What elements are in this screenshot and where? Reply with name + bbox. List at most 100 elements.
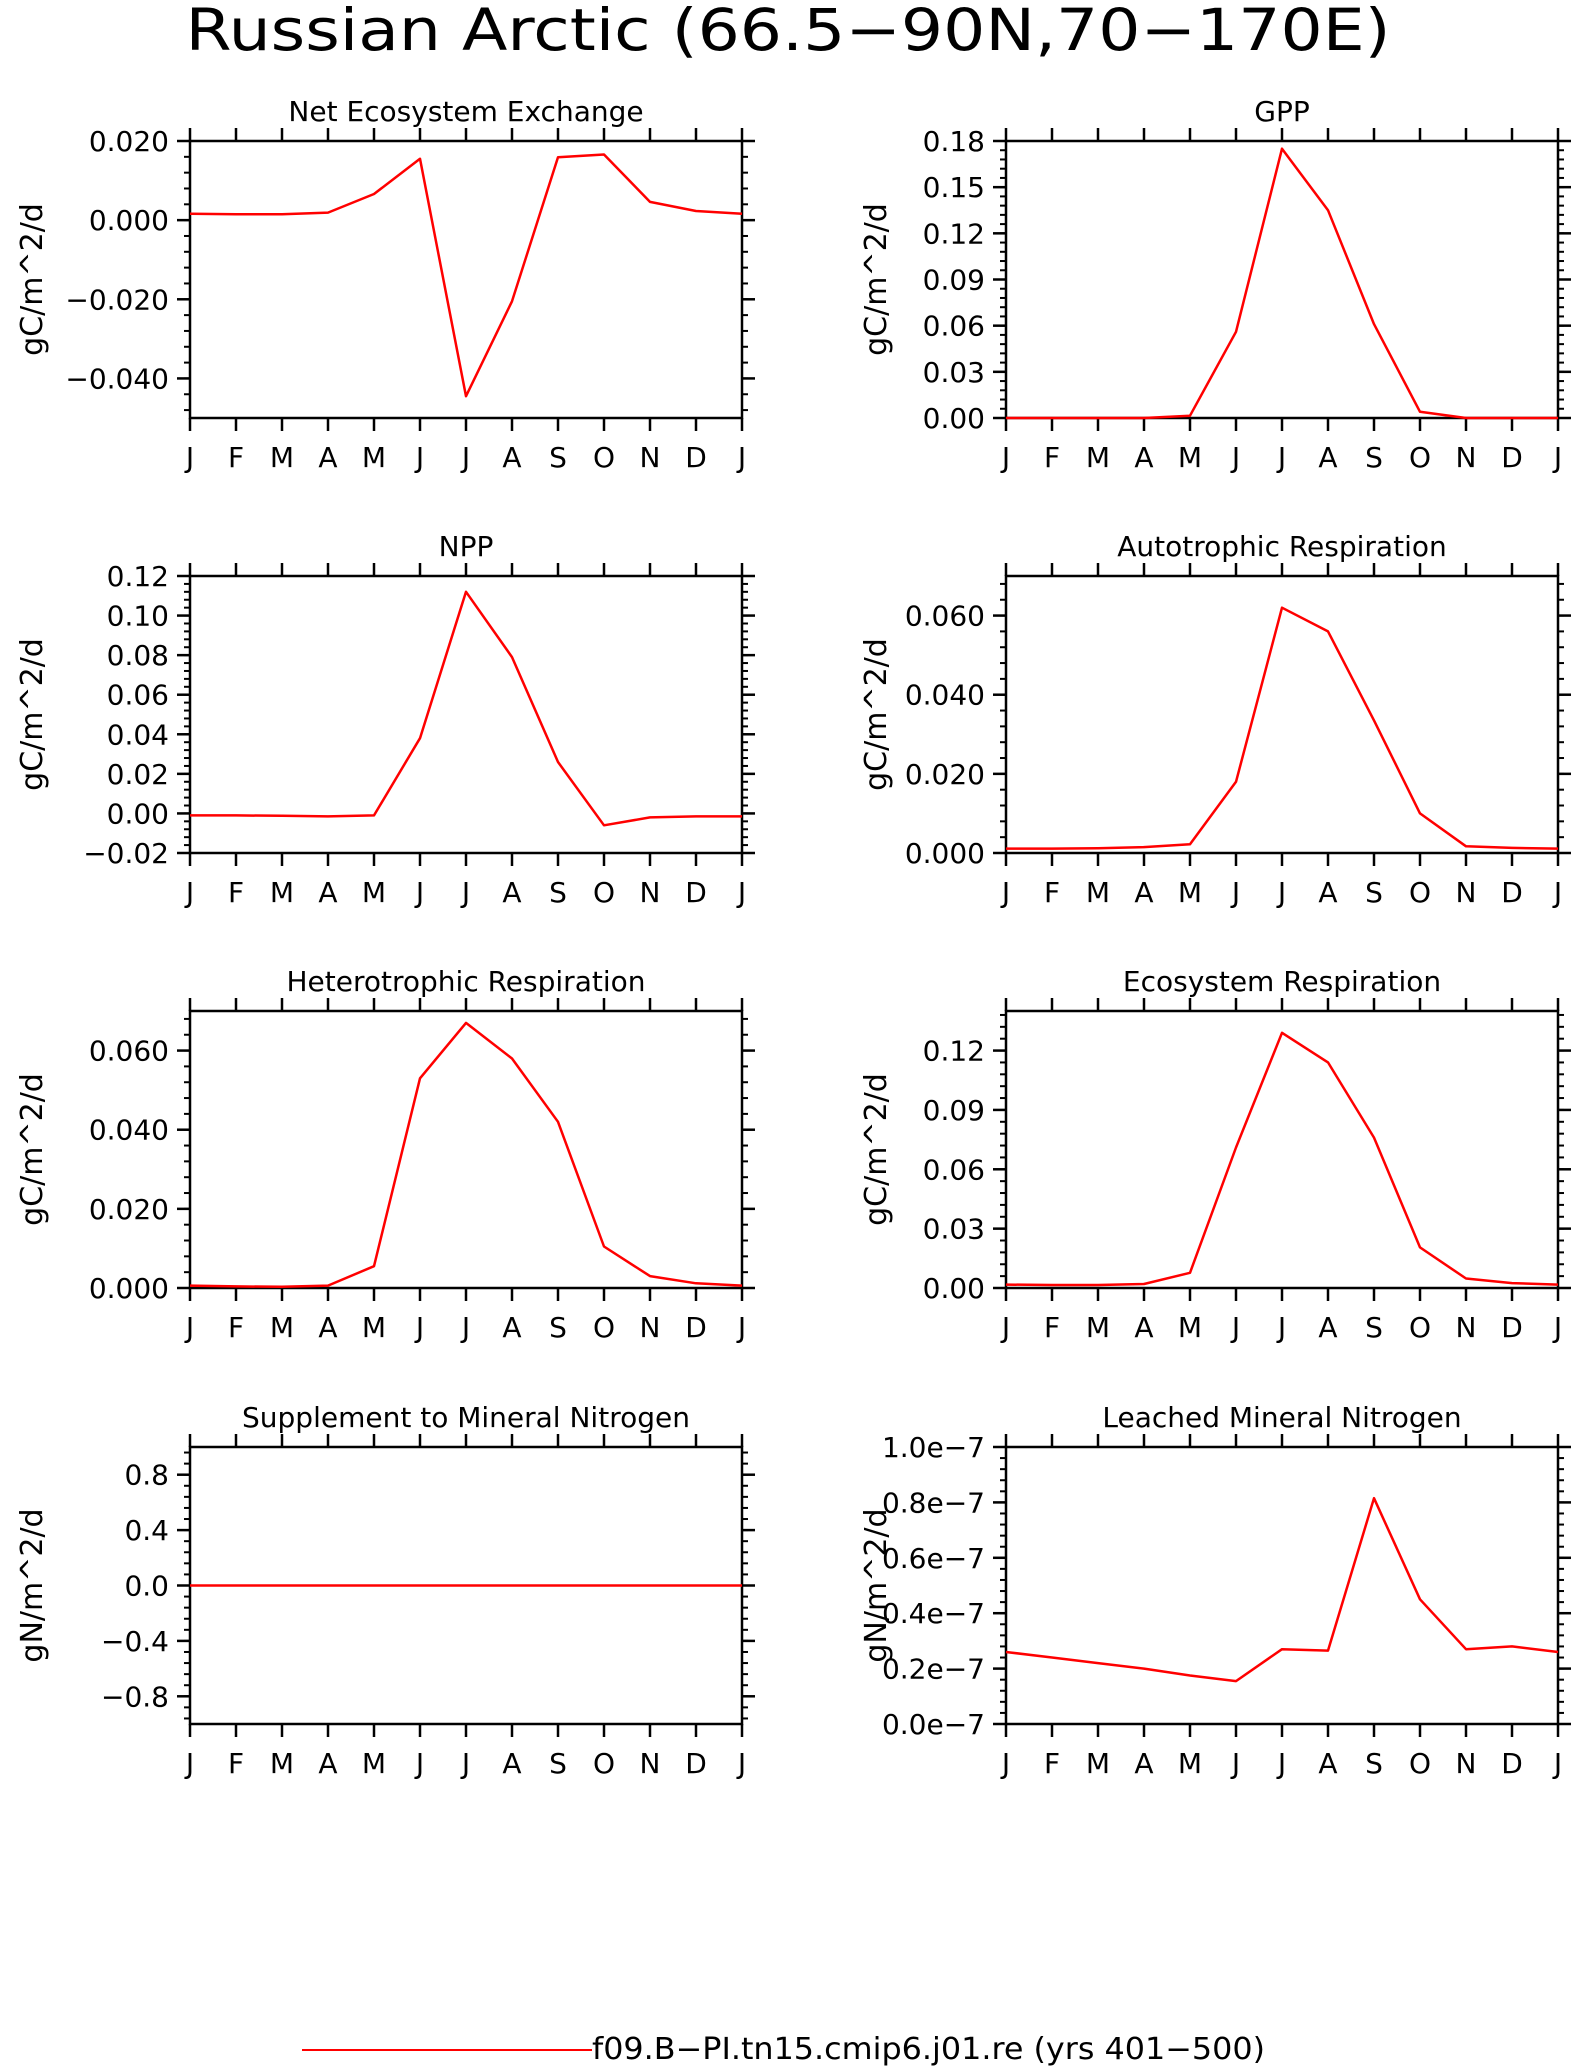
x-tick-label: M <box>362 1311 386 1344</box>
x-tick-label: A <box>318 441 337 474</box>
x-tick-label: J <box>1552 441 1562 474</box>
x-tick-label: D <box>685 441 707 474</box>
x-tick-label: A <box>1318 441 1337 474</box>
y-tick-label: −0.4 <box>101 1625 169 1658</box>
x-tick-label: J <box>1552 1747 1562 1780</box>
x-tick-label: M <box>362 876 386 909</box>
x-tick-label: S <box>1365 441 1383 474</box>
x-tick-label: J <box>460 1747 470 1780</box>
x-tick-label: A <box>1134 876 1153 909</box>
x-tick-label: D <box>685 1747 707 1780</box>
series-line <box>1006 606 1559 850</box>
x-tick-label: A <box>1134 1311 1153 1344</box>
series-line <box>189 1021 743 1289</box>
series-line <box>1005 1031 1559 1287</box>
x-tick-label: S <box>549 441 567 474</box>
x-tick-label: F <box>228 1311 244 1344</box>
x-tick-label: F <box>228 876 244 909</box>
x-tick-label: J <box>1276 1747 1286 1780</box>
y-tick-label: 0.10 <box>107 600 169 633</box>
y-tick-label: 0.15 <box>923 171 985 204</box>
x-tick-label: J <box>1276 1311 1286 1344</box>
x-tick-label: D <box>1501 876 1523 909</box>
x-tick-label: A <box>1318 1747 1337 1780</box>
chart-panel-6: 0.120.090.060.030.00J F M A M J J A S O N D JEcosyst… <box>859 965 1571 1344</box>
y-tick-label: 0.09 <box>923 1094 985 1127</box>
x-tick-label: J <box>414 876 424 909</box>
y-tick-label: 0.06 <box>923 1153 985 1186</box>
y-tick-label: 0.00 <box>923 1272 985 1305</box>
x-tick-label: J <box>184 876 194 909</box>
plot-frame <box>188 139 744 420</box>
x-tick-label: N <box>1456 1747 1477 1780</box>
y-tick-label: 0.0 <box>124 1570 169 1603</box>
y-tick-label: 0.00 <box>923 402 985 435</box>
x-tick-label: A <box>502 876 521 909</box>
x-tick-label: O <box>1409 1747 1431 1780</box>
x-tick-label: A <box>502 1311 521 1344</box>
y-tick-label: 0.04 <box>107 718 169 751</box>
panel-title: Leached Mineral Nitrogen <box>1102 1401 1461 1434</box>
plot-frame <box>1004 1009 1560 1290</box>
x-tick-label: O <box>1409 876 1431 909</box>
x-tick-label: S <box>1365 1311 1383 1344</box>
y-axis-label: gC/m^2/d <box>859 1073 894 1226</box>
x-tick-label: O <box>593 1311 615 1344</box>
x-tick-label: M <box>270 441 294 474</box>
y-tick-label: 0.00 <box>107 797 169 830</box>
series-line <box>190 590 742 827</box>
panel-title: NPP <box>439 530 494 563</box>
x-tick-label: J <box>1276 876 1286 909</box>
y-tick-label: 0.03 <box>923 1213 985 1246</box>
x-tick-label: J <box>414 1747 424 1780</box>
y-tick-label: 0.06 <box>923 310 985 343</box>
y-tick-label: 0.18 <box>923 125 985 158</box>
x-tick-label: A <box>502 1747 521 1780</box>
series-line <box>189 153 743 398</box>
x-tick-label: N <box>1456 441 1477 474</box>
x-tick-label: D <box>685 876 707 909</box>
x-tick-label: A <box>318 876 337 909</box>
y-tick-label: 0.12 <box>923 1035 985 1068</box>
y-tick-label: 0.040 <box>905 679 985 712</box>
x-tick-label: O <box>593 1747 615 1780</box>
panel-title: Heterotrophic Respiration <box>287 965 646 998</box>
x-tick-label: J <box>1230 1311 1240 1344</box>
x-tick-label: M <box>1178 1311 1202 1344</box>
x-tick-label: N <box>640 1311 661 1344</box>
x-tick-label: D <box>1501 1311 1523 1344</box>
y-tick-label: 0.060 <box>89 1035 169 1068</box>
y-tick-label: −0.02 <box>83 837 169 870</box>
x-tick-label: D <box>685 1311 707 1344</box>
y-tick-label: 0.06 <box>107 679 169 712</box>
panel-title: GPP <box>1254 95 1309 128</box>
y-axis-label: gC/m^2/d <box>15 1073 50 1226</box>
figure-title: Russian Arctic (66.5−90N,70−170E) <box>186 0 1391 64</box>
y-tick-label: 0.8 <box>124 1459 169 1492</box>
x-tick-label: D <box>1501 441 1523 474</box>
x-tick-label: J <box>414 441 424 474</box>
chart-panel-8: 1.0e−70.8e−70.6e−70.4e−70.2e−70.0e−7J F M A… <box>859 1401 1571 1780</box>
x-tick-label: S <box>1365 876 1383 909</box>
x-tick-label: M <box>362 441 386 474</box>
x-tick-label: O <box>593 441 615 474</box>
x-tick-label: J <box>184 1311 194 1344</box>
x-tick-label: A <box>1318 1311 1337 1344</box>
plot-frame <box>1004 574 1560 855</box>
y-tick-label: 0.020 <box>89 125 169 158</box>
y-tick-label: 0.040 <box>89 1114 169 1147</box>
x-tick-label: M <box>1086 1747 1110 1780</box>
x-tick-label: J <box>1000 1747 1010 1780</box>
x-tick-label: J <box>460 441 470 474</box>
x-tick-label: S <box>549 1311 567 1344</box>
x-tick-label: O <box>1409 441 1431 474</box>
plot-frame <box>188 574 744 855</box>
x-tick-label: J <box>1276 441 1286 474</box>
x-tick-label: N <box>1456 876 1477 909</box>
plot-frame <box>1004 139 1560 420</box>
series-line <box>1005 1496 1559 1683</box>
x-tick-label: M <box>1178 441 1202 474</box>
x-tick-label: M <box>270 876 294 909</box>
